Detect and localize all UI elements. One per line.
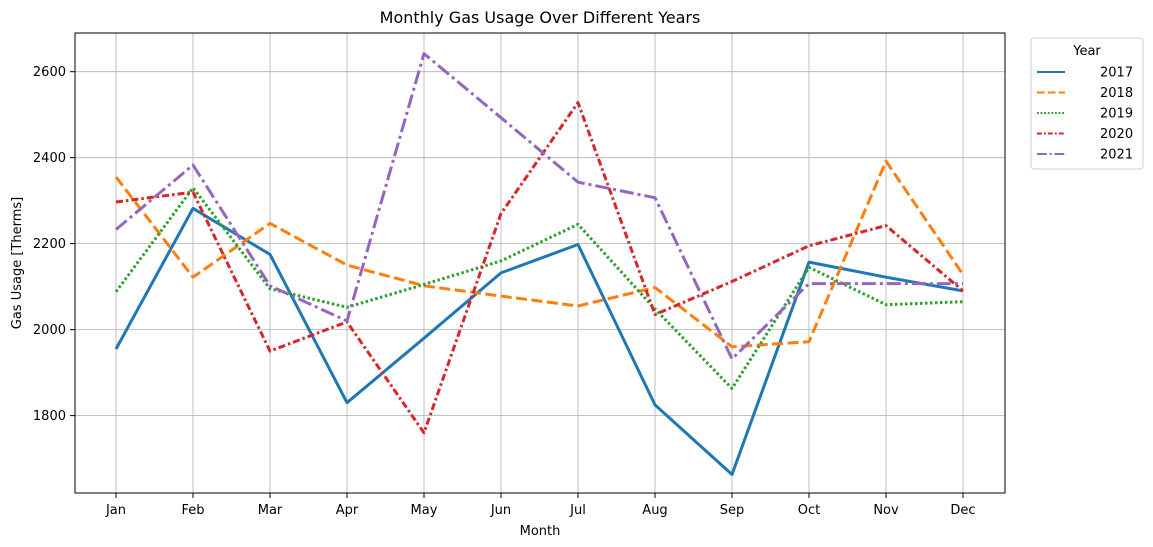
series-line-2021	[115, 52, 963, 361]
x-axis-label: Month	[520, 524, 561, 539]
x-tick-label: May	[411, 503, 438, 518]
y-tick-label: 2400	[33, 151, 66, 166]
legend-title: Year	[1072, 44, 1101, 59]
x-tick-label: Feb	[181, 503, 204, 518]
x-tick-label: Apr	[336, 503, 359, 518]
grid	[75, 33, 1005, 493]
legend-label-2017: 2017	[1100, 66, 1133, 81]
series-line-2020	[115, 101, 964, 435]
x-tick-label: Jan	[105, 503, 126, 518]
legend-label-2020: 2020	[1100, 127, 1133, 142]
x-tick-label: Jul	[569, 503, 586, 518]
x-tick-label: Jun	[490, 503, 511, 518]
y-tick-label: 2200	[33, 237, 66, 252]
y-tick-label: 2600	[33, 65, 66, 80]
chart-title: Monthly Gas Usage Over Different Years	[380, 8, 701, 27]
series-lines	[114, 52, 965, 476]
series-line-2019	[114, 186, 964, 390]
series-line-2018	[114, 159, 965, 349]
legend-label-2019: 2019	[1100, 107, 1133, 122]
x-tick-label: Sep	[720, 503, 745, 518]
x-tick-label: Dec	[950, 503, 975, 518]
legend-frame	[1030, 37, 1144, 170]
y-tick-label: 1800	[33, 409, 66, 424]
x-tick-label: Oct	[798, 503, 820, 518]
plot-frame	[74, 32, 1006, 494]
series-line-2017	[114, 206, 964, 476]
x-tick-label: Mar	[258, 503, 283, 518]
legend-label-2018: 2018	[1100, 86, 1133, 101]
x-axis: Jan Feb Mar Apr May Jun Jul Aug Sep Oct Nov Dec	[105, 493, 976, 518]
y-tick-label: 2000	[33, 323, 66, 338]
x-tick-label: Nov	[873, 503, 899, 518]
legend: Year 2017 2018 2019 2020 2021	[1030, 37, 1144, 170]
legend-label-2021: 2021	[1100, 148, 1133, 163]
x-tick-label: Aug	[642, 503, 667, 518]
y-axis-label: Gas Usage [Therms]	[10, 197, 25, 329]
y-axis: 1800 2000 2200 2400 2600	[33, 65, 75, 424]
